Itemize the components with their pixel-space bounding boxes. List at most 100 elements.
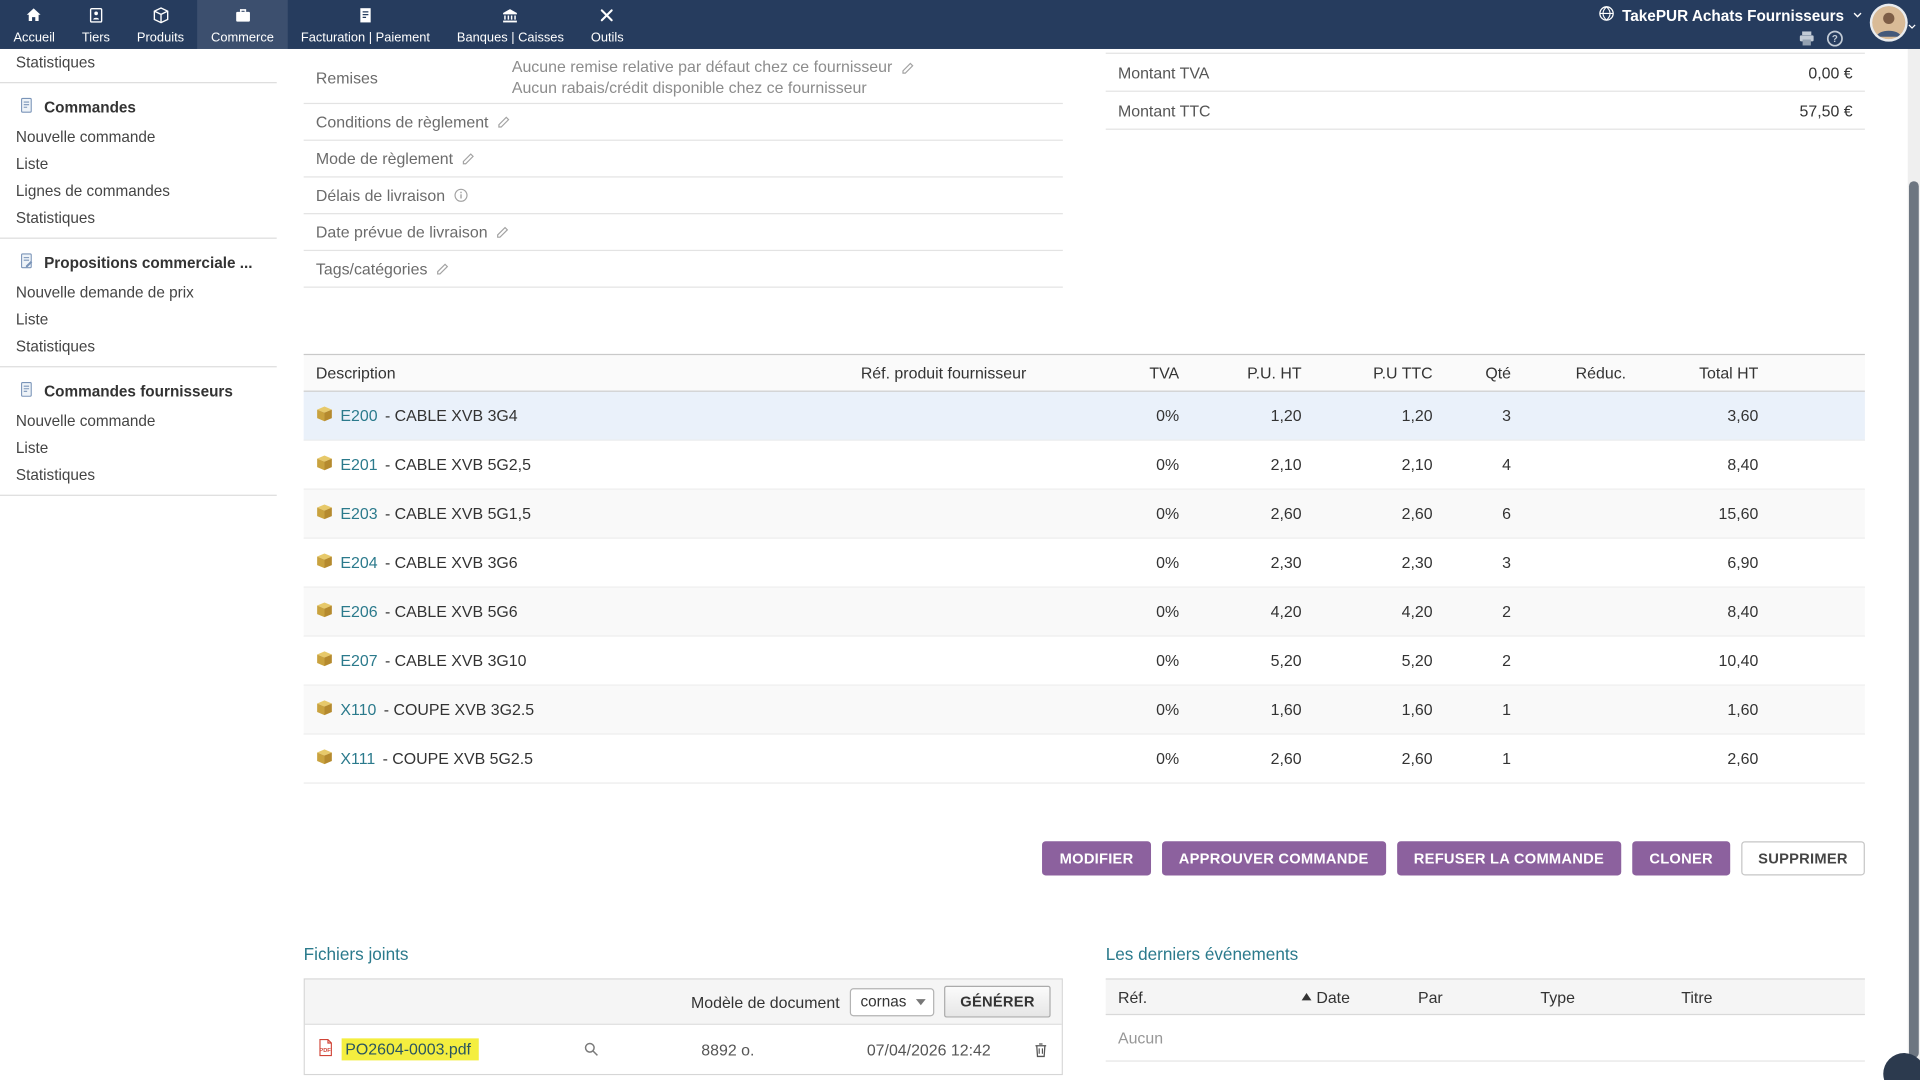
pdf-file-icon: PDF bbox=[317, 1038, 333, 1060]
approve-order-button[interactable]: APPROUVER COMMANDE bbox=[1162, 841, 1386, 875]
product-ref-link[interactable]: E207 bbox=[340, 651, 377, 669]
delete-button[interactable]: SUPPRIMER bbox=[1741, 841, 1865, 875]
events-col-type[interactable]: Type bbox=[1540, 988, 1681, 1006]
product-cube-icon bbox=[316, 405, 333, 426]
product-ref-link[interactable]: E206 bbox=[340, 602, 377, 620]
sidebar-item[interactable]: Liste bbox=[0, 435, 277, 462]
sidebar-item[interactable]: Statistiques bbox=[0, 333, 277, 360]
printer-icon[interactable] bbox=[1798, 29, 1816, 51]
account-menu[interactable]: TakePUR Achats Fournisseurs bbox=[1598, 5, 1864, 26]
product-ref-link[interactable]: E203 bbox=[340, 504, 377, 522]
scrollbar-thumb[interactable] bbox=[1909, 181, 1919, 1058]
product-cube-icon bbox=[316, 503, 333, 524]
events-col-ref[interactable]: Réf. bbox=[1118, 988, 1302, 1006]
col-header-pu-ttc: P.U TTC bbox=[1302, 364, 1433, 382]
sidebar-item[interactable]: Liste bbox=[0, 151, 277, 178]
attachment-file-link[interactable]: PO2604-0003.pdf bbox=[342, 1038, 479, 1060]
edit-pencil-icon[interactable] bbox=[460, 151, 476, 167]
field-value: Aucun rabais/crédit disponible chez ce f… bbox=[512, 78, 867, 98]
sidebar-item[interactable]: Lignes de commandes bbox=[0, 178, 277, 205]
modify-button[interactable]: MODIFIER bbox=[1043, 841, 1151, 875]
product-cube-icon bbox=[316, 601, 333, 622]
generate-button[interactable]: GÉNÉRER bbox=[944, 986, 1050, 1018]
clone-button[interactable]: CLONER bbox=[1632, 841, 1730, 875]
sidebar-section-commandes[interactable]: Commandes bbox=[0, 89, 277, 123]
pu-ttc-cell: 2,30 bbox=[1302, 553, 1433, 571]
events-col-date[interactable]: Date bbox=[1302, 988, 1418, 1006]
help-icon[interactable]: ? bbox=[1826, 29, 1844, 51]
pu-ttc-cell: 1,20 bbox=[1302, 407, 1433, 425]
order-details-table: Remises Aucune remise relative par défau… bbox=[304, 53, 1063, 288]
edit-pencil-icon[interactable] bbox=[435, 261, 451, 277]
product-ref-link[interactable]: X110 bbox=[340, 700, 376, 718]
edit-pencil-icon[interactable] bbox=[496, 114, 512, 130]
product-label: - CABLE XVB 5G2,5 bbox=[385, 456, 531, 474]
tools-icon bbox=[598, 6, 616, 28]
product-ref-link[interactable]: X111 bbox=[340, 749, 375, 767]
nav-item-facturation[interactable]: Facturation | Paiement bbox=[287, 0, 443, 49]
product-ref-link[interactable]: E201 bbox=[340, 456, 377, 474]
avatar[interactable] bbox=[1872, 6, 1905, 39]
sidebar-item[interactable]: Liste bbox=[0, 306, 277, 333]
lines-header-row: Description Réf. produit fournisseur TVA… bbox=[304, 354, 1865, 392]
edit-pencil-icon[interactable] bbox=[900, 60, 916, 76]
floating-corner-button[interactable] bbox=[1883, 1053, 1920, 1080]
product-ref-link[interactable]: E200 bbox=[340, 407, 377, 425]
pu-ttc-cell: 1,60 bbox=[1302, 700, 1433, 718]
nav-item-produits[interactable]: Produits bbox=[123, 0, 197, 49]
nav-item-outils[interactable]: Outils bbox=[577, 0, 637, 49]
qty-cell: 1 bbox=[1433, 749, 1511, 767]
info-icon bbox=[452, 187, 468, 203]
detail-row-date-livraison: Date prévue de livraison bbox=[304, 214, 1063, 251]
attachments-header: Modèle de document cornas GÉNÉRER bbox=[305, 980, 1062, 1025]
trash-icon[interactable] bbox=[1032, 1040, 1049, 1058]
detail-row-remises: Remises Aucune remise relative par défau… bbox=[304, 53, 1063, 104]
events-col-par[interactable]: Par bbox=[1418, 988, 1540, 1006]
sidebar-item[interactable]: Statistiques bbox=[0, 204, 277, 231]
magnifier-icon[interactable] bbox=[583, 1041, 630, 1058]
product-ref-link[interactable]: E204 bbox=[340, 553, 377, 571]
sidebar-item[interactable]: Nouvelle commande bbox=[0, 408, 277, 435]
totals-table: Montant TVA 0,00 € Montant TTC 57,50 € bbox=[1106, 53, 1865, 288]
refuse-order-button[interactable]: REFUSER LA COMMANDE bbox=[1397, 841, 1622, 875]
pu-ht-cell: 4,20 bbox=[1179, 602, 1301, 620]
nav-item-commerce[interactable]: Commerce bbox=[198, 0, 288, 49]
tva-cell: 0% bbox=[1124, 700, 1179, 718]
sidebar-item-statistiques-top[interactable]: Statistiques bbox=[0, 49, 277, 76]
briefcase-icon bbox=[233, 6, 251, 28]
sidebar-item[interactable]: Statistiques bbox=[0, 462, 277, 489]
pu-ttc-cell: 2,60 bbox=[1302, 749, 1433, 767]
table-row: E207 - CABLE XVB 3G10 0% 5,20 5,20 2 10,… bbox=[304, 637, 1865, 686]
col-header-reduc: Réduc. bbox=[1511, 364, 1626, 382]
nav-item-tiers[interactable]: Tiers bbox=[68, 0, 123, 49]
edit-pencil-icon[interactable] bbox=[495, 224, 511, 240]
chevron-down-icon[interactable] bbox=[1907, 17, 1918, 35]
vertical-scrollbar[interactable] bbox=[1908, 49, 1920, 1080]
total-label: Montant TTC bbox=[1118, 101, 1211, 119]
detail-row-delais-livraison: Délais de livraison bbox=[304, 178, 1063, 215]
pu-ht-cell: 1,20 bbox=[1179, 407, 1301, 425]
sidebar-section-commandes-fournisseurs[interactable]: Commandes fournisseurs bbox=[0, 373, 277, 407]
divider bbox=[0, 82, 277, 83]
sidebar-item[interactable]: Nouvelle demande de prix bbox=[0, 279, 277, 306]
sort-asc-icon bbox=[1302, 993, 1312, 1000]
total-label: Montant TVA bbox=[1118, 63, 1209, 81]
field-value: Aucune remise relative par défaut chez c… bbox=[512, 58, 892, 78]
product-label: - COUPE XVB 3G2.5 bbox=[384, 700, 534, 718]
order-lines-table: Description Réf. produit fournisseur TVA… bbox=[304, 354, 1865, 784]
field-label: Délais de livraison bbox=[316, 186, 445, 204]
sidebar-section-title: Propositions commerciale ... bbox=[44, 254, 252, 271]
sidebar-section-propositions[interactable]: Propositions commerciale ... bbox=[0, 245, 277, 279]
sidebar-item[interactable]: Nouvelle commande bbox=[0, 124, 277, 151]
select-caret-icon bbox=[916, 999, 926, 1005]
doc-model-select[interactable]: cornas bbox=[849, 988, 934, 1016]
events-header-row: Réf. Date Par Type Titre bbox=[1106, 978, 1865, 1015]
total-ht-cell: 10,40 bbox=[1626, 651, 1758, 669]
nav-item-banques[interactable]: Banques | Caisses bbox=[443, 0, 577, 49]
doc-model-label: Modèle de document bbox=[691, 992, 840, 1010]
col-header-tva: TVA bbox=[1124, 364, 1179, 382]
events-empty-row: Aucun bbox=[1106, 1015, 1865, 1062]
events-col-titre[interactable]: Titre bbox=[1681, 988, 1852, 1006]
nav-item-accueil[interactable]: Accueil bbox=[0, 0, 68, 49]
events-col-date-label: Date bbox=[1316, 988, 1350, 1006]
